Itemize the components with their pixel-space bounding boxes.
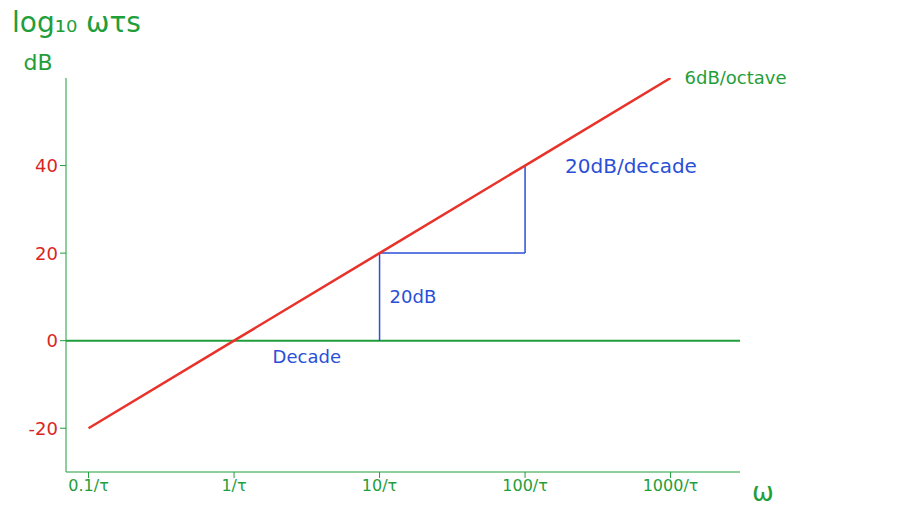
svg-text:Decade: Decade [273, 346, 341, 367]
svg-text:1/τ: 1/τ [221, 476, 246, 495]
svg-text:0: 0 [47, 330, 58, 351]
svg-text:dB: dB [23, 50, 52, 75]
svg-text:6dB/octave: 6dB/octave [685, 67, 787, 88]
svg-text:20: 20 [35, 243, 58, 264]
svg-text:40: 40 [35, 155, 58, 176]
svg-text:10/τ: 10/τ [362, 476, 397, 495]
svg-text:-20: -20 [29, 418, 58, 439]
html-text:log₁₀ ωτs: log₁₀ ωτs [12, 6, 141, 39]
svg-text:100/τ: 100/τ [502, 476, 548, 495]
svg-text:0.1/τ: 0.1/τ [68, 476, 108, 495]
svg-text:1000/τ: 1000/τ [643, 476, 699, 495]
svg-text:ω: ω [752, 477, 774, 507]
svg-text:20dB: 20dB [390, 286, 437, 307]
svg-text:20dB/decade: 20dB/decade [565, 154, 697, 178]
